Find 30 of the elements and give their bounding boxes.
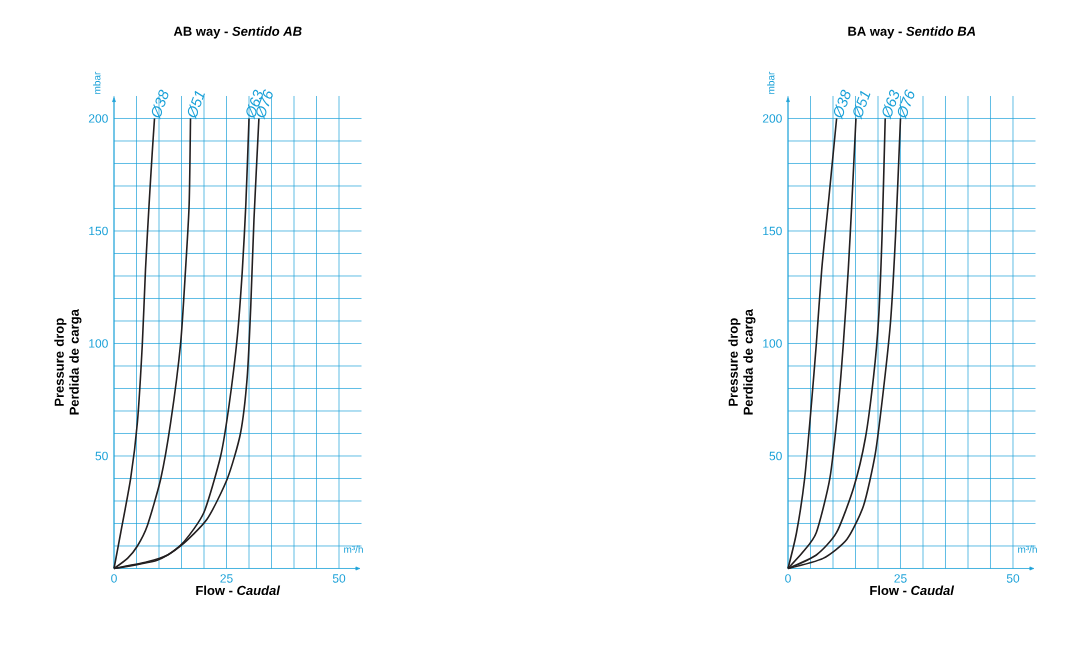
y-tick-label: 100: [763, 339, 782, 348]
x-axis-title: Flow - Caudal: [196, 585, 281, 596]
chart-title: BA way - Sentido BA: [848, 26, 976, 39]
text: Ø51: [187, 90, 205, 120]
text: Ø63: [882, 89, 900, 120]
annotation: m³/h: [1018, 545, 1037, 553]
text: Ø76: [897, 89, 915, 120]
y-axis-title: Pressure drop Perdida de carga: [728, 309, 756, 415]
text: Ø38: [151, 89, 169, 120]
text: mbar: [93, 71, 101, 94]
chart-title: AB way - Sentido AB: [173, 26, 302, 39]
x-axis-title: Flow - Caudal: [870, 585, 955, 596]
annotation: m³/h: [344, 545, 363, 553]
x-tick-label: 0: [785, 574, 791, 583]
y-tick-label: 200: [762, 114, 782, 123]
y-tick-label: 50: [769, 451, 782, 461]
x-tick-label: 50: [332, 574, 346, 583]
text: mbar: [767, 71, 775, 94]
y-tick-label: 150: [89, 226, 108, 236]
text: Ø38: [833, 89, 851, 120]
y-axis-title: Pressure drop Perdida de carga: [54, 309, 82, 415]
y-tick-label: 50: [95, 451, 108, 461]
x-tick-label: 25: [220, 574, 233, 583]
x-tick-label: 50: [1006, 574, 1020, 583]
y-tick-label: 100: [89, 339, 108, 348]
y-tick-label: 200: [88, 114, 108, 123]
y-tick-label: 150: [763, 226, 782, 236]
text: Ø51: [853, 90, 871, 120]
x-tick-label: 0: [111, 574, 117, 583]
x-tick-label: 25: [894, 574, 907, 583]
